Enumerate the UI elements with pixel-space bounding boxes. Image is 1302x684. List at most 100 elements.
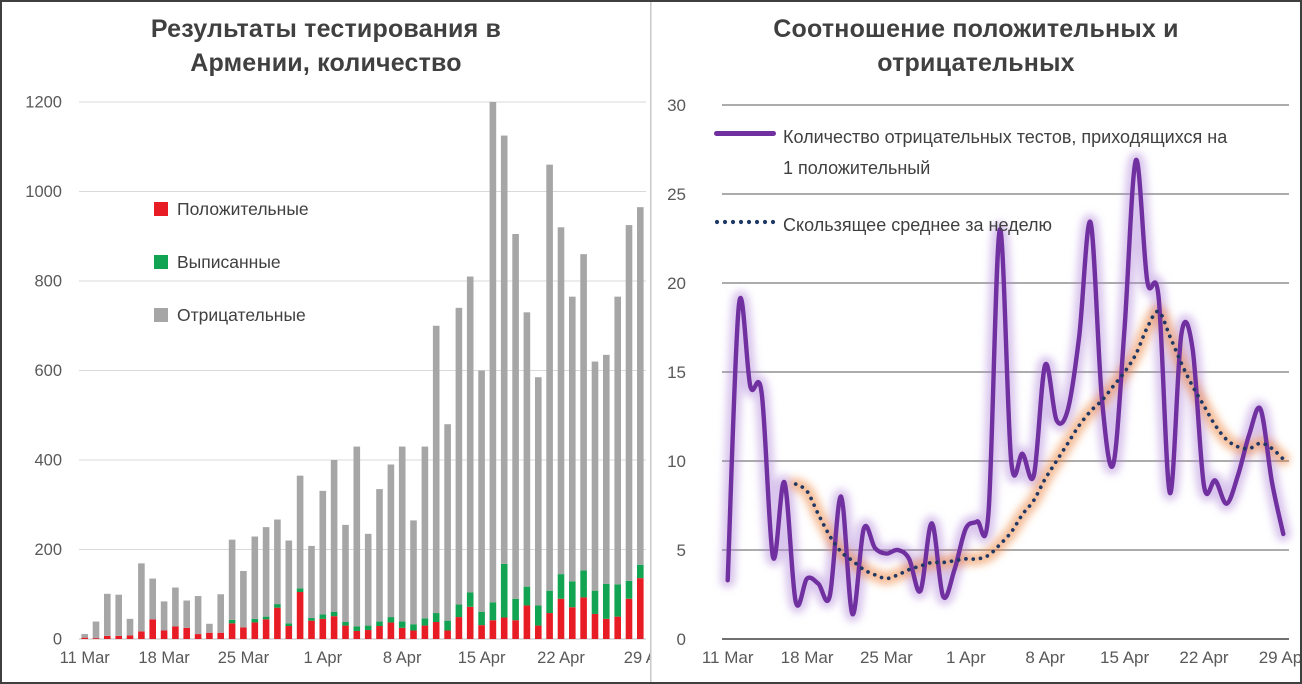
bar-segment-positive — [489, 620, 497, 639]
bar-segment-negative — [410, 520, 417, 625]
y-tick-label: 600 — [34, 362, 62, 380]
y-tick-label: 1000 — [25, 183, 62, 201]
x-tick-label: 11 Mar — [60, 649, 111, 667]
bar-segment-negative — [466, 276, 474, 593]
bar-segment-negative — [308, 545, 315, 618]
bar-segment-negative — [228, 539, 236, 620]
x-tick-label: 1 Apr — [304, 649, 343, 667]
y-tick-label: 10 — [667, 452, 686, 471]
bar-segment-negative — [183, 600, 190, 628]
bar-segment-positive — [478, 625, 485, 639]
legend-label-negative: Отрицательные — [177, 305, 306, 325]
x-tick-label: 25 Mar — [218, 649, 270, 667]
bar-segment-negative — [625, 225, 633, 581]
x-tick-label: 15 Apr — [458, 649, 506, 667]
ratio-line — [725, 157, 1286, 617]
bar-segment-discharged — [330, 611, 338, 617]
bar-segment-negative — [274, 519, 281, 605]
bar-segment-positive — [319, 618, 327, 639]
y-tick-label: 20 — [667, 274, 686, 293]
legend-label-positive: Положительные — [177, 199, 309, 219]
bar-segment-negative — [194, 596, 202, 635]
right-chart-legend: Количество отрицательных тестов, приходя… — [714, 122, 1227, 267]
bar-segment-discharged — [603, 583, 610, 619]
bar-segment-negative — [546, 164, 553, 591]
bar-segment-discharged — [285, 623, 293, 627]
bar-segment-discharged — [591, 590, 599, 614]
bar-segment-discharged — [421, 618, 429, 626]
bar-segment-discharged — [364, 625, 372, 631]
bar-segment-negative — [455, 307, 463, 605]
bar-segment-negative — [500, 135, 508, 564]
bar-segment-discharged — [569, 581, 576, 608]
bar-segment-positive — [603, 618, 610, 639]
bar-segment-negative — [217, 594, 224, 633]
bar-segment-positive — [500, 617, 508, 639]
legend-item-positive: Положительные — [154, 199, 309, 220]
bar-segment-negative — [262, 527, 270, 617]
legend-label-moving-average: Скользящее среднее за неделю — [783, 215, 1053, 235]
bar-segment-negative — [421, 446, 429, 619]
bar-segment-negative — [603, 354, 610, 584]
y-tick-label: 15 — [667, 363, 686, 382]
right-chart-plot: 0 5 10 15 20 25 30 11 Mar 18 Mar 25 Mar 1 Apr 8 Apr… — [667, 96, 1300, 667]
negative-swatch-icon — [154, 308, 168, 322]
bar-segment-discharged — [432, 613, 440, 622]
bar-segment-negative — [240, 570, 247, 628]
bar-segment-discharged — [580, 570, 587, 598]
bar-segment-discharged — [557, 574, 565, 599]
bar-segment-positive — [387, 622, 395, 639]
bar-segment-negative — [580, 254, 587, 571]
bar-segment-discharged — [614, 584, 621, 617]
bar-segment-positive — [466, 606, 474, 639]
bar-segment-positive — [455, 617, 463, 639]
bar-segment-positive — [240, 627, 247, 639]
bar-segment-negative — [81, 634, 88, 638]
bar-segment-negative — [614, 296, 621, 585]
bar-segment-negative — [319, 490, 327, 615]
x-tick-label: 18 Mar — [138, 649, 190, 667]
bar-segment-negative — [92, 621, 100, 639]
bar-segment-discharged — [478, 611, 485, 626]
bar-segment-positive — [535, 625, 542, 639]
bar-segment-negative — [115, 594, 122, 636]
bar-segment-discharged — [262, 616, 270, 620]
bar-segment-negative — [557, 227, 565, 575]
bar-segment-negative — [160, 601, 168, 631]
bar-segment-discharged — [376, 621, 383, 627]
bar-segment-negative — [432, 325, 440, 614]
bar-segment-discharged — [489, 602, 497, 621]
legend-label-ratio: Количество отрицательных тестов, приходя… — [783, 122, 1227, 184]
bar-segment-discharged — [251, 618, 259, 623]
right-chart-panel: Соотношение положительных и отрицательны… — [651, 2, 1300, 682]
bar-segment-negative — [512, 234, 519, 599]
bar-segment-positive — [421, 625, 429, 639]
bar-segment-positive — [172, 626, 179, 639]
bar-segment-positive — [206, 632, 213, 639]
bar-segment-negative — [353, 446, 361, 627]
y-tick-label: 5 — [677, 541, 686, 560]
y-tick-label: 200 — [34, 541, 62, 559]
bar-segment-negative — [330, 460, 338, 612]
bar-segment-positive — [523, 605, 531, 639]
bar-segment-positive — [614, 616, 621, 640]
bar-segment-negative — [251, 536, 259, 619]
bar-segment-positive — [274, 607, 281, 639]
bar-segment-negative — [285, 540, 293, 624]
bar-segment-negative — [489, 102, 497, 603]
bar-segment-positive — [330, 616, 338, 639]
bar-segment-positive — [546, 613, 553, 639]
positive-swatch-icon — [154, 202, 168, 216]
bar-segment-positive — [353, 630, 361, 639]
bar-segment-positive — [569, 607, 576, 639]
y-tick-label: 1200 — [25, 94, 62, 112]
bar-segment-negative — [569, 296, 576, 582]
bar-segment-positive — [410, 630, 417, 639]
bar-segment-positive — [262, 619, 270, 639]
bar-segment-negative — [444, 424, 451, 621]
bar-segment-discharged — [444, 620, 451, 631]
ratio-line-swatch-icon — [714, 131, 776, 136]
left-chart-plot: 0 200 400 600 800 1000 1200 11 Mar 18 Mar 25 Mar 1… — [25, 94, 650, 668]
bar-segment-discharged — [398, 621, 406, 628]
bar-segment-positive — [285, 626, 293, 639]
